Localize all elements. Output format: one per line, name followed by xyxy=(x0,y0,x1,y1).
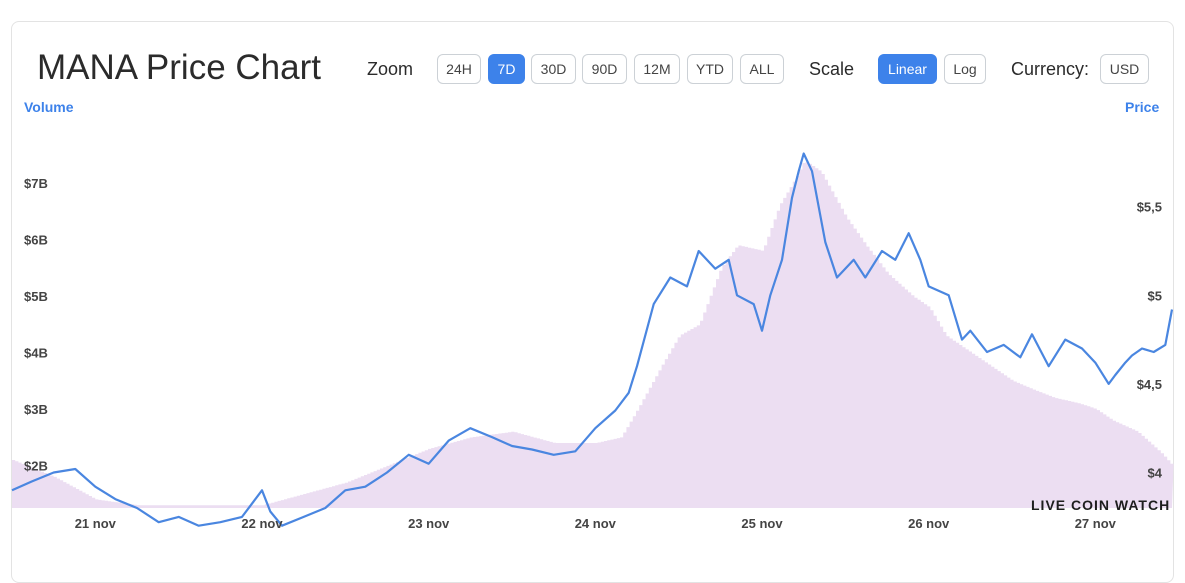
x-tick-label: 21 nov xyxy=(75,516,117,531)
price-axis-title: Price xyxy=(1125,99,1160,115)
x-tick-label: 24 nov xyxy=(575,516,617,531)
zoom-30d-button[interactable]: 30D xyxy=(531,54,576,84)
currency-label: Currency: xyxy=(1011,59,1090,79)
x-tick-label: 23 nov xyxy=(408,516,450,531)
zoom-90d-button[interactable]: 90D xyxy=(582,54,627,84)
live-coin-watch-logo: LIVE COIN WATCH xyxy=(1031,497,1171,513)
price-line xyxy=(11,152,1174,527)
volume-axis-title: Volume xyxy=(24,99,74,115)
x-tick-label: 25 nov xyxy=(741,516,783,531)
price-volume-chart: $2B $3B $4B $5B $6B $7B $4 $4,5 $5 $5,5 21 nov 22 n… xyxy=(11,152,1174,531)
volume-area xyxy=(12,161,1174,508)
scale-log-button[interactable]: Log xyxy=(944,54,986,84)
price-tick-label: $4 xyxy=(1148,466,1163,481)
currency-select[interactable]: USD xyxy=(1100,54,1149,84)
volume-tick-label: $4B xyxy=(24,346,48,361)
price-tick-label: $5,5 xyxy=(1137,200,1162,215)
zoom-12m-button[interactable]: 12M xyxy=(634,54,680,84)
zoom-label: Zoom xyxy=(367,59,414,79)
x-tick-label: 27 nov xyxy=(1075,516,1117,531)
zoom-all-button[interactable]: ALL xyxy=(740,54,784,84)
volume-tick-label: $3B xyxy=(24,402,48,417)
price-tick-label: $5 xyxy=(1148,288,1162,303)
zoom-7d-button[interactable]: 7D xyxy=(488,54,525,84)
volume-tick-label: $2B xyxy=(24,459,48,474)
zoom-ytd-button[interactable]: YTD xyxy=(687,54,733,84)
scale-linear-button[interactable]: Linear xyxy=(878,54,937,84)
page-title: MANA Price Chart xyxy=(37,48,321,87)
volume-tick-label: $7B xyxy=(24,176,48,191)
price-tick-label: $4,5 xyxy=(1137,377,1162,392)
volume-tick-label: $6B xyxy=(24,233,48,248)
scale-label: Scale xyxy=(809,59,855,79)
x-tick-label: 26 nov xyxy=(908,516,950,531)
volume-tick-label: $5B xyxy=(24,289,48,304)
zoom-24h-button[interactable]: 24H xyxy=(437,54,481,84)
x-tick-label: 22 nov xyxy=(241,516,283,531)
